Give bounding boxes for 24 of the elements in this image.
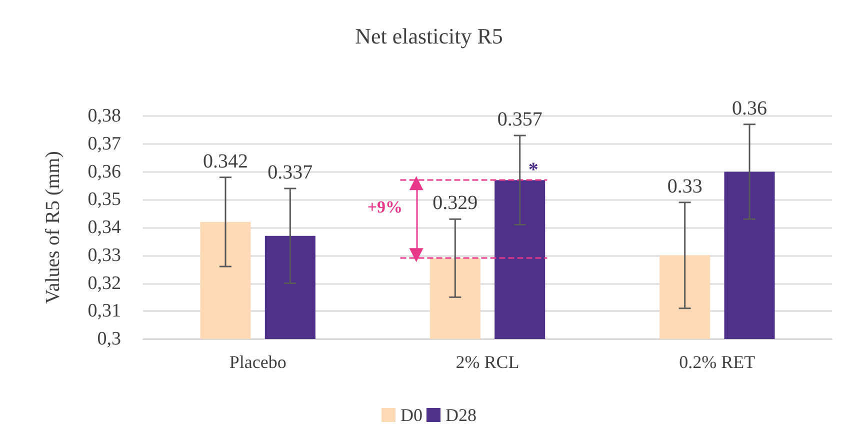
data-label: 0.357	[497, 108, 542, 131]
legend-label: D28	[446, 405, 476, 425]
y-tick-label: 0,31	[88, 300, 121, 322]
data-label: 0.337	[268, 161, 313, 184]
annotation: +9%	[367, 198, 403, 217]
data-label: 0.329	[432, 192, 478, 214]
data-label: 0.342	[202, 150, 248, 172]
y-tick-label: 0,32	[88, 272, 121, 294]
annotation: *	[528, 159, 538, 182]
y-tick-label: 0,34	[88, 217, 122, 238]
x-tick-label: Placebo	[229, 352, 286, 372]
y-tick-label: 0,37	[88, 133, 121, 154]
chart-title: Net elasticity R5	[355, 24, 503, 48]
x-tick-label: 2% RCL	[456, 352, 520, 372]
y-axis-title: Values of R5 (mm)	[42, 151, 64, 304]
data-label: 0.36	[732, 97, 768, 120]
y-tick-label: 0,33	[88, 244, 121, 266]
y-tick-label: 0,36	[88, 161, 121, 182]
y-tick-label: 0,35	[88, 189, 121, 210]
data-label: 0.33	[667, 175, 702, 198]
x-tick-label: 0.2% RET	[679, 352, 756, 372]
legend-label: D0	[400, 405, 422, 425]
y-tick-label: 0,3	[97, 328, 121, 350]
y-tick-label: 0,38	[88, 106, 121, 126]
